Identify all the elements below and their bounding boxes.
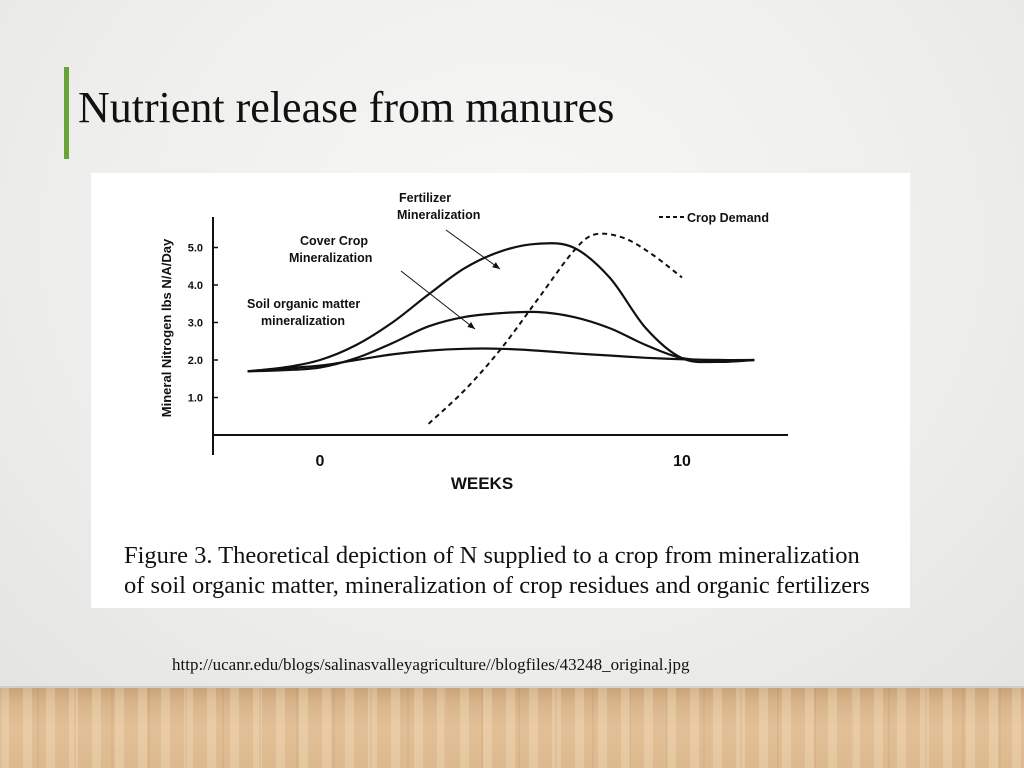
chart-axes: 1.0 2.0 3.0 4.0 5.0 0 10 WEEKS Mineral Nitrogen … (159, 217, 788, 493)
annotation-arrow (445, 229, 501, 270)
annotation-label: Mineralization (289, 251, 372, 265)
title-accent-bar (64, 67, 69, 159)
chart-annotations: Fertilizer Mineralization Cover Crop Minera… (247, 191, 501, 330)
series-line (247, 347, 755, 373)
chart-series (247, 232, 755, 425)
x-tick-label: 10 (673, 453, 691, 470)
annotation-label: Fertilizer (399, 191, 451, 205)
x-tick-label: 0 (316, 453, 325, 470)
source-url: http://ucanr.edu/blogs/salinasvalleyagri… (172, 655, 690, 674)
series-line (247, 242, 755, 373)
figure-panel: 1.0 2.0 3.0 4.0 5.0 0 10 WEEKS Mineral Nitrogen … (91, 173, 910, 608)
annotation-arrowhead (492, 262, 500, 269)
y-tick-label: 3.0 (188, 318, 203, 330)
chart-legend: Crop Demand (659, 211, 769, 225)
caption-line: Figure 3. Theoretical depiction of N sup… (124, 542, 860, 569)
slide-title: Nutrient release from manures (78, 83, 615, 132)
caption-line: of soil organic matter, mineralization o… (124, 572, 870, 599)
series-line (247, 310, 755, 373)
series-line (427, 232, 683, 425)
figure-caption: Figure 3. Theoretical depiction of N sup… (124, 541, 904, 601)
y-tick-label: 2.0 (188, 355, 203, 367)
y-tick-label: 1.0 (188, 393, 203, 405)
annotation-label: Soil organic matter (247, 297, 360, 311)
annotation-label: Mineralization (397, 208, 480, 222)
y-axis-title: Mineral Nitrogen lbs N/A/Day (159, 238, 174, 417)
chart: 1.0 2.0 3.0 4.0 5.0 0 10 WEEKS Mineral Nitrogen … (159, 191, 788, 493)
annotation-arrowhead (467, 322, 475, 329)
x-axis-title: WEEKS (451, 474, 513, 493)
y-tick-label: 4.0 (188, 280, 203, 292)
legend-label: Crop Demand (687, 211, 769, 225)
annotation-label: mineralization (261, 314, 345, 328)
annotation-label: Cover Crop (300, 234, 368, 248)
y-tick-label: 5.0 (188, 243, 203, 255)
wood-floor (0, 688, 1024, 768)
annotation-arrow (400, 270, 476, 330)
